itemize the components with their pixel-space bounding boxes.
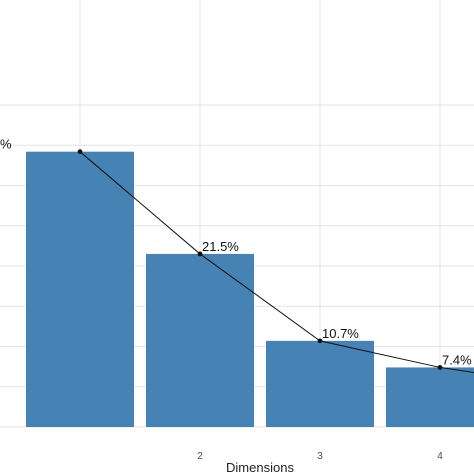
x-tick-2: 2 [197, 451, 203, 462]
trend-point-2 [197, 251, 203, 257]
data-label-3: 10.7% [322, 326, 359, 341]
bars [26, 151, 474, 427]
data-labels: 21.5%10.7%7.4%5.2%% [0, 137, 472, 368]
bar-dim-2 [146, 253, 254, 427]
x-axis-title: Dimensions [226, 460, 294, 474]
bar-dim-3 [266, 340, 374, 427]
trend-point-1 [77, 149, 83, 155]
data-label-1-partial: % [0, 137, 12, 152]
bar-dim-1 [26, 151, 134, 427]
x-tick-3: 3 [317, 451, 323, 462]
trend-point-4 [437, 365, 443, 370]
trend-point-3 [317, 338, 323, 344]
x-axis-ticks: 2345 [197, 451, 443, 462]
x-tick-4: 4 [437, 451, 443, 462]
data-label-2: 21.5% [202, 239, 239, 254]
bar-dim-4 [386, 367, 474, 427]
trend-line [77, 149, 474, 373]
data-label-4: 7.4% [442, 352, 472, 367]
